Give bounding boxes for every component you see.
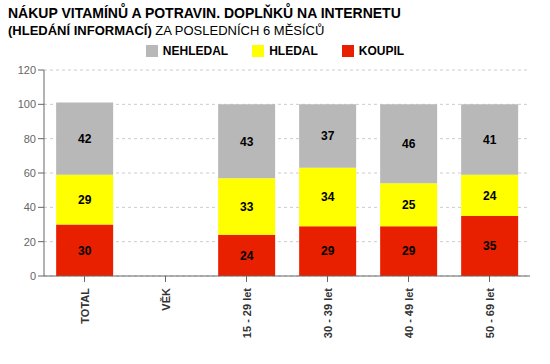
svg-text:TOTAL: TOTAL: [79, 288, 91, 324]
svg-text:0: 0: [30, 270, 36, 282]
svg-text:43: 43: [240, 135, 254, 149]
svg-text:35: 35: [483, 239, 497, 253]
svg-text:100: 100: [18, 98, 36, 110]
svg-text:30 - 39 let: 30 - 39 let: [322, 288, 334, 338]
svg-text:VĚK: VĚK: [160, 288, 172, 311]
html-text:NEHLEDAL: NEHLEDAL: [162, 44, 229, 58]
html-text:KOUPIL: KOUPIL: [358, 44, 405, 58]
svg-text:15 - 29 let: 15 - 29 let: [241, 288, 253, 338]
svg-text:42: 42: [78, 132, 92, 146]
svg-text:34: 34: [321, 190, 335, 204]
html-text:(HLEDÁNÍ INFORMACÍ) ZA POSLEDN: (HLEDÁNÍ INFORMACÍ) ZA POSLEDNÍCH 6 MĚSÍ…: [8, 23, 325, 38]
svg-text:30: 30: [78, 244, 92, 258]
svg-text:25: 25: [402, 198, 416, 212]
svg-text:29: 29: [321, 244, 335, 258]
svg-text:33: 33: [240, 200, 254, 214]
svg-text:41: 41: [483, 133, 497, 147]
svg-text:40 - 49 let: 40 - 49 let: [403, 288, 415, 338]
svg-text:80: 80: [24, 133, 36, 145]
svg-text:37: 37: [321, 129, 335, 143]
svg-text:120: 120: [18, 64, 36, 76]
svg-text:29: 29: [402, 244, 416, 258]
svg-text:29: 29: [78, 193, 92, 207]
svg-text:40: 40: [24, 201, 36, 213]
html-text:NÁKUP VITAMÍNŮ A POTRAVIN. DOP: NÁKUP VITAMÍNŮ A POTRAVIN. DOPLŇKŮ NA IN…: [8, 5, 401, 21]
svg-text:46: 46: [402, 137, 416, 151]
svg-text:24: 24: [483, 189, 497, 203]
svg-text:60: 60: [24, 167, 36, 179]
svg-text:20: 20: [24, 236, 36, 248]
svg-text:50 - 69 let: 50 - 69 let: [484, 288, 496, 338]
html-text:HLEDAL: HLEDAL: [269, 44, 318, 58]
svg-text:24: 24: [240, 249, 254, 263]
